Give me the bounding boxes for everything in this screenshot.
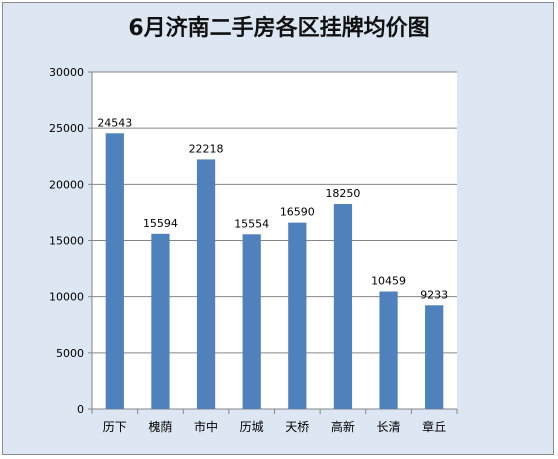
x-category-label: 历城 bbox=[240, 420, 264, 434]
x-category-label: 天桥 bbox=[285, 420, 309, 434]
data-label: 16590 bbox=[280, 206, 315, 219]
y-tick-label: 15000 bbox=[49, 235, 84, 248]
chart-title: 6月济南二手房各区挂牌均价图 bbox=[128, 16, 430, 41]
y-tick-label: 25000 bbox=[49, 122, 84, 135]
y-tick-label: 20000 bbox=[49, 178, 84, 191]
x-category-label: 章丘 bbox=[422, 419, 446, 434]
x-category-label: 市中 bbox=[194, 419, 218, 434]
bar bbox=[425, 305, 444, 409]
x-category-label: 高新 bbox=[331, 419, 355, 434]
y-tick-label: 5000 bbox=[56, 347, 84, 360]
bar bbox=[196, 159, 216, 409]
bar bbox=[288, 222, 307, 409]
data-label: 22218 bbox=[189, 142, 224, 155]
data-label: 18250 bbox=[325, 187, 360, 200]
y-tick-label: 0 bbox=[77, 403, 84, 416]
bar bbox=[105, 133, 124, 409]
bar bbox=[379, 291, 398, 409]
bar bbox=[242, 234, 261, 409]
data-label: 15554 bbox=[234, 217, 269, 230]
data-label: 24543 bbox=[97, 116, 132, 129]
x-category-label: 历下 bbox=[103, 420, 127, 434]
bar bbox=[333, 203, 353, 409]
data-label: 10459 bbox=[371, 275, 406, 288]
x-category-label: 长清 bbox=[377, 420, 401, 434]
y-tick-label: 10000 bbox=[49, 291, 84, 304]
data-label: 9233 bbox=[420, 288, 448, 301]
data-label: 15594 bbox=[143, 217, 178, 230]
y-tick-label: 30000 bbox=[49, 66, 84, 79]
x-category-label: 槐荫 bbox=[148, 419, 172, 434]
bar bbox=[151, 233, 170, 409]
